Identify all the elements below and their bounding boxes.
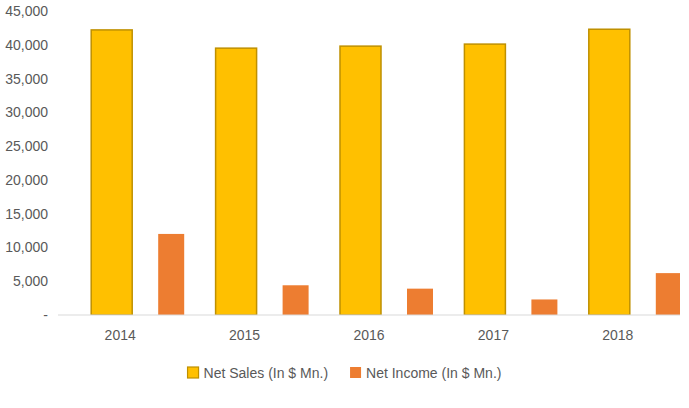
y-tick-label: 10,000: [5, 239, 48, 255]
legend-label: Net Sales (In $ Mn.): [204, 365, 329, 381]
legend-swatch: [188, 367, 199, 378]
y-tick-label: 5,000: [13, 273, 48, 289]
x-tick-label: 2018: [602, 327, 633, 343]
x-tick-label: 2016: [353, 327, 384, 343]
bar: [589, 29, 630, 315]
y-tick-label: 30,000: [5, 104, 48, 120]
y-tick-label: 35,000: [5, 71, 48, 87]
legend-label: Net Income (In $ Mn.): [366, 365, 501, 381]
y-tick-label: 25,000: [5, 138, 48, 154]
bar: [91, 30, 132, 315]
x-tick-label: 2014: [105, 327, 136, 343]
legend-swatch: [350, 367, 361, 378]
bar: [340, 46, 381, 315]
x-tick-label: 2017: [478, 327, 509, 343]
x-axis-line: [58, 315, 680, 316]
y-tick-label: 40,000: [5, 37, 48, 53]
bar: [656, 273, 680, 315]
legend: Net Sales (In $ Mn.) Net Income (In $ Mn.…: [188, 365, 502, 381]
bar: [283, 285, 309, 315]
bar: [216, 48, 257, 315]
bar: [407, 289, 433, 315]
x-tick-label: 2015: [229, 327, 260, 343]
bars: [91, 29, 680, 315]
y-tick-label: -: [43, 307, 48, 323]
bar: [464, 44, 505, 315]
y-tick-label: 15,000: [5, 206, 48, 222]
legend-item: Net Income (In $ Mn.): [350, 365, 501, 381]
legend-item: Net Sales (In $ Mn.): [188, 365, 329, 381]
bar: [531, 299, 557, 315]
y-tick-label: 20,000: [5, 172, 48, 188]
y-tick-label: 45,000: [5, 3, 48, 19]
bar: [158, 234, 184, 315]
